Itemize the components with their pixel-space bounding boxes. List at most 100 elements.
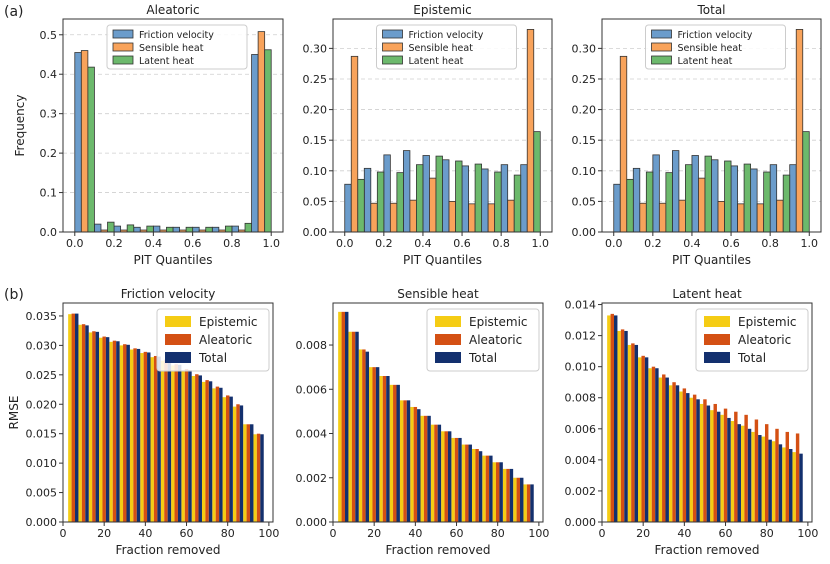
y-tick-label: 0.008 xyxy=(296,339,328,352)
y-tick-label: 0.10 xyxy=(572,165,597,178)
legend-label: Epistemic xyxy=(199,315,258,329)
bar-aleatoric xyxy=(631,343,635,522)
bar-total xyxy=(520,477,524,522)
x-axis-label: Fraction removed xyxy=(116,543,221,557)
legend: Epistemic Aleatoric Total xyxy=(156,308,270,372)
y-tick-label: 0.0 xyxy=(40,226,58,239)
bar-friction-velocity xyxy=(172,226,180,233)
bar-friction-velocity xyxy=(94,223,102,233)
bar-latent-heat xyxy=(704,155,712,233)
bar-latent-heat xyxy=(126,224,135,233)
bar-total xyxy=(229,396,233,522)
bar-total xyxy=(136,348,141,522)
bar-latent-heat xyxy=(87,66,95,233)
y-tick-label: 0.15 xyxy=(572,134,597,147)
legend-swatch xyxy=(165,316,191,327)
x-tick-label: 0.2 xyxy=(375,237,393,250)
bar-sensible-heat xyxy=(756,203,765,233)
x-tick-label: 20 xyxy=(636,527,650,540)
bar-total xyxy=(85,325,89,522)
x-tick-label: 60 xyxy=(450,527,464,540)
chart-3: 0 20 40 60 80 100 0.000 0.005 0.010 0.015 0.020 0.0… xyxy=(7,287,279,557)
bar-epistemic xyxy=(399,400,404,522)
legend: Epistemic Aleatoric Total xyxy=(426,308,540,372)
bar-total xyxy=(447,431,452,522)
bar-friction-velocity xyxy=(231,225,239,233)
bar-epistemic xyxy=(410,406,414,522)
x-tick-label: 80 xyxy=(221,527,235,540)
y-tick-label: 0.10 xyxy=(303,165,328,178)
bar-epistemic xyxy=(638,357,642,522)
bar-aleatoric xyxy=(71,313,76,522)
bar-friction-velocity xyxy=(251,54,259,233)
bar-total xyxy=(95,331,100,522)
legend-swatch xyxy=(704,334,730,345)
bar-aleatoric xyxy=(112,340,117,522)
bar-latent-heat xyxy=(396,172,404,233)
bar-sensible-heat xyxy=(619,55,628,233)
bar-total xyxy=(116,341,120,522)
legend-label: Latent heat xyxy=(409,56,464,67)
y-tick-label: 0.020 xyxy=(26,398,58,411)
axes-frame xyxy=(62,18,284,233)
bar-epistemic xyxy=(420,415,424,522)
bar-aleatoric xyxy=(362,349,366,522)
bar-total xyxy=(219,387,223,522)
x-tick-label: 0.4 xyxy=(683,237,701,250)
bar-epistemic xyxy=(78,324,82,522)
bar-latent-heat xyxy=(513,174,522,233)
bar-aleatoric xyxy=(485,455,490,522)
y-tick-label: 0.005 xyxy=(26,487,58,500)
bar-epistemic xyxy=(782,447,786,522)
bar-epistemic xyxy=(461,444,466,522)
bar-aleatoric xyxy=(382,376,387,522)
x-tick-label: 0.6 xyxy=(722,237,740,250)
legend-swatch xyxy=(165,352,191,363)
bar-latent-heat xyxy=(626,178,634,233)
bar-total xyxy=(489,455,493,522)
x-tick-label: 0.8 xyxy=(761,237,779,250)
bar-friction-velocity xyxy=(383,154,391,233)
legend: Friction velocity Sensible heat Latent hea… xyxy=(106,24,248,70)
bar-aleatoric xyxy=(754,419,759,522)
panel-label-b: (b) xyxy=(4,287,24,303)
legend-label: Aleatoric xyxy=(199,333,252,347)
y-tick-label: 0.015 xyxy=(26,428,58,441)
bar-total xyxy=(675,385,680,522)
y-tick-label: 0.010 xyxy=(26,457,58,470)
bar-latent-heat xyxy=(357,178,365,233)
bar-aleatoric xyxy=(651,366,656,522)
axes-frame xyxy=(601,18,822,233)
x-tick-label: 20 xyxy=(97,527,111,540)
bar-epistemic xyxy=(492,462,496,522)
bar-total xyxy=(706,405,711,522)
bar-epistemic xyxy=(232,406,237,522)
bar-friction-velocity xyxy=(691,155,699,233)
bar-epistemic xyxy=(119,345,124,522)
bar-epistemic xyxy=(751,431,755,522)
bar-total xyxy=(655,368,659,522)
bar-epistemic xyxy=(607,315,611,522)
bar-total xyxy=(427,415,431,522)
y-tick-label: 0.30 xyxy=(303,42,328,55)
bar-friction-velocity xyxy=(133,226,141,233)
bar-total xyxy=(198,375,202,522)
x-tick-label: 1.0 xyxy=(801,237,819,250)
axes-frame xyxy=(332,18,553,233)
bar-latent-heat xyxy=(264,49,272,233)
chart-title: Sensible heat xyxy=(397,287,479,301)
bar-total xyxy=(406,400,411,522)
bar-sensible-heat xyxy=(526,29,535,233)
y-tick-label: 0.004 xyxy=(565,454,597,467)
chart-5: 0 20 40 60 80 100 0.000 0.002 0.004 0.006 0.008 0.0… xyxy=(565,287,819,557)
bar-epistemic xyxy=(502,468,507,522)
y-tick-label: 0.05 xyxy=(303,195,328,208)
bar-aleatoric xyxy=(153,355,158,522)
bar-epistemic xyxy=(171,365,175,522)
bar-total xyxy=(365,351,370,522)
bar-total xyxy=(789,449,793,522)
x-tick-label: 40 xyxy=(677,527,691,540)
bar-sensible-heat xyxy=(658,202,667,233)
x-tick-label: 0.8 xyxy=(492,237,510,250)
x-tick-label: 0.4 xyxy=(414,237,432,250)
